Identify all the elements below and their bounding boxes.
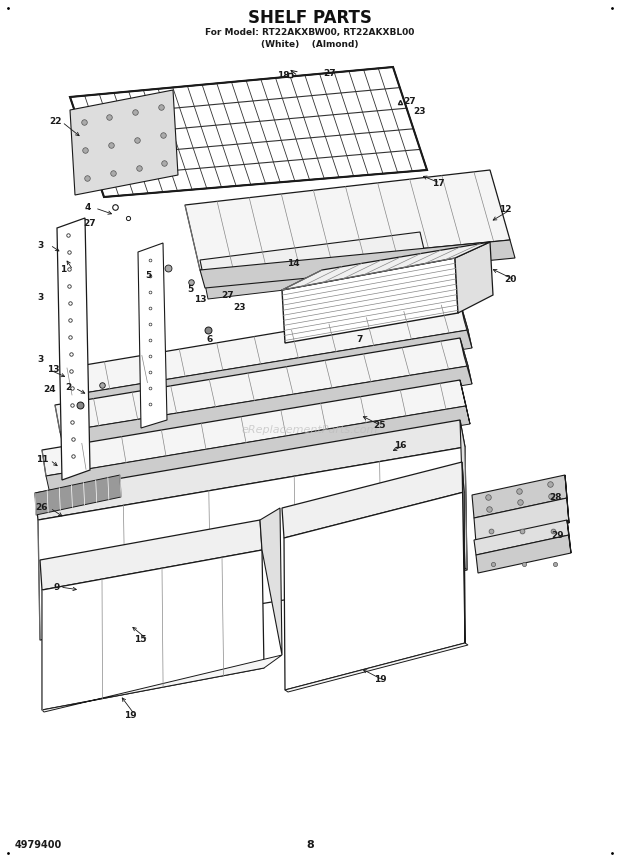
Polygon shape bbox=[460, 302, 472, 348]
Polygon shape bbox=[282, 462, 464, 538]
Text: 27: 27 bbox=[84, 219, 96, 227]
Polygon shape bbox=[285, 643, 468, 692]
Polygon shape bbox=[70, 67, 427, 197]
Text: 29: 29 bbox=[552, 530, 564, 540]
Polygon shape bbox=[38, 447, 467, 640]
Polygon shape bbox=[67, 302, 468, 395]
Polygon shape bbox=[462, 462, 465, 644]
Text: 27: 27 bbox=[324, 69, 336, 77]
Text: 5: 5 bbox=[187, 286, 193, 294]
Polygon shape bbox=[474, 520, 569, 555]
Text: 2: 2 bbox=[65, 383, 71, 393]
Polygon shape bbox=[35, 420, 465, 520]
Polygon shape bbox=[476, 535, 571, 573]
Text: (White)    (Almond): (White) (Almond) bbox=[261, 40, 359, 48]
Polygon shape bbox=[60, 366, 472, 450]
Text: 25: 25 bbox=[374, 420, 386, 430]
Polygon shape bbox=[567, 520, 571, 553]
Polygon shape bbox=[284, 492, 465, 690]
Text: 3: 3 bbox=[37, 294, 43, 302]
Polygon shape bbox=[35, 475, 121, 515]
Polygon shape bbox=[460, 380, 470, 424]
Text: 1: 1 bbox=[60, 265, 66, 275]
Text: 15: 15 bbox=[134, 635, 146, 645]
Text: 13: 13 bbox=[46, 366, 60, 375]
Polygon shape bbox=[472, 475, 567, 518]
Text: SHELF PARTS: SHELF PARTS bbox=[248, 9, 372, 27]
Polygon shape bbox=[57, 218, 90, 480]
Polygon shape bbox=[282, 242, 490, 290]
Text: 23: 23 bbox=[414, 108, 427, 116]
Text: 12: 12 bbox=[498, 206, 511, 214]
Text: 28: 28 bbox=[549, 492, 561, 501]
Polygon shape bbox=[260, 508, 282, 655]
Polygon shape bbox=[40, 520, 262, 590]
Text: 4979400: 4979400 bbox=[15, 840, 62, 850]
Polygon shape bbox=[138, 243, 167, 428]
Polygon shape bbox=[72, 330, 472, 413]
Text: 19: 19 bbox=[374, 676, 386, 684]
Text: 22: 22 bbox=[49, 117, 61, 127]
Text: 8: 8 bbox=[306, 840, 314, 850]
Text: 27: 27 bbox=[404, 97, 416, 107]
Text: 3: 3 bbox=[37, 356, 43, 364]
Text: 3: 3 bbox=[37, 240, 43, 250]
Polygon shape bbox=[205, 258, 429, 299]
Text: 23: 23 bbox=[234, 302, 246, 312]
Polygon shape bbox=[185, 170, 510, 270]
Text: 13: 13 bbox=[193, 295, 206, 305]
Polygon shape bbox=[455, 242, 493, 313]
Polygon shape bbox=[460, 338, 472, 384]
Polygon shape bbox=[55, 338, 468, 432]
Text: 4: 4 bbox=[85, 203, 91, 213]
Text: 14: 14 bbox=[286, 259, 299, 269]
Polygon shape bbox=[70, 90, 178, 195]
Text: 19: 19 bbox=[123, 710, 136, 720]
Polygon shape bbox=[200, 232, 426, 284]
Polygon shape bbox=[474, 498, 569, 543]
Text: 20: 20 bbox=[504, 276, 516, 284]
Polygon shape bbox=[565, 475, 569, 523]
Polygon shape bbox=[42, 655, 282, 712]
Text: 16: 16 bbox=[394, 441, 406, 449]
Text: For Model: RT22AKXBW00, RT22AKXBL00: For Model: RT22AKXBW00, RT22AKXBL00 bbox=[205, 28, 415, 38]
Text: 9: 9 bbox=[54, 583, 60, 592]
Text: eReplacementParts.com: eReplacementParts.com bbox=[242, 425, 378, 435]
Polygon shape bbox=[42, 380, 466, 476]
Text: 6: 6 bbox=[207, 336, 213, 344]
Polygon shape bbox=[42, 550, 264, 710]
Polygon shape bbox=[46, 406, 470, 494]
Text: 18: 18 bbox=[277, 71, 290, 80]
Polygon shape bbox=[200, 240, 515, 288]
Text: 24: 24 bbox=[43, 386, 56, 394]
Polygon shape bbox=[282, 258, 458, 343]
Text: 11: 11 bbox=[36, 455, 48, 464]
Text: 17: 17 bbox=[432, 178, 445, 188]
Text: 5: 5 bbox=[145, 270, 151, 280]
Polygon shape bbox=[460, 420, 467, 570]
Text: 7: 7 bbox=[357, 336, 363, 344]
Text: 26: 26 bbox=[36, 504, 48, 512]
Text: 27: 27 bbox=[222, 290, 234, 300]
